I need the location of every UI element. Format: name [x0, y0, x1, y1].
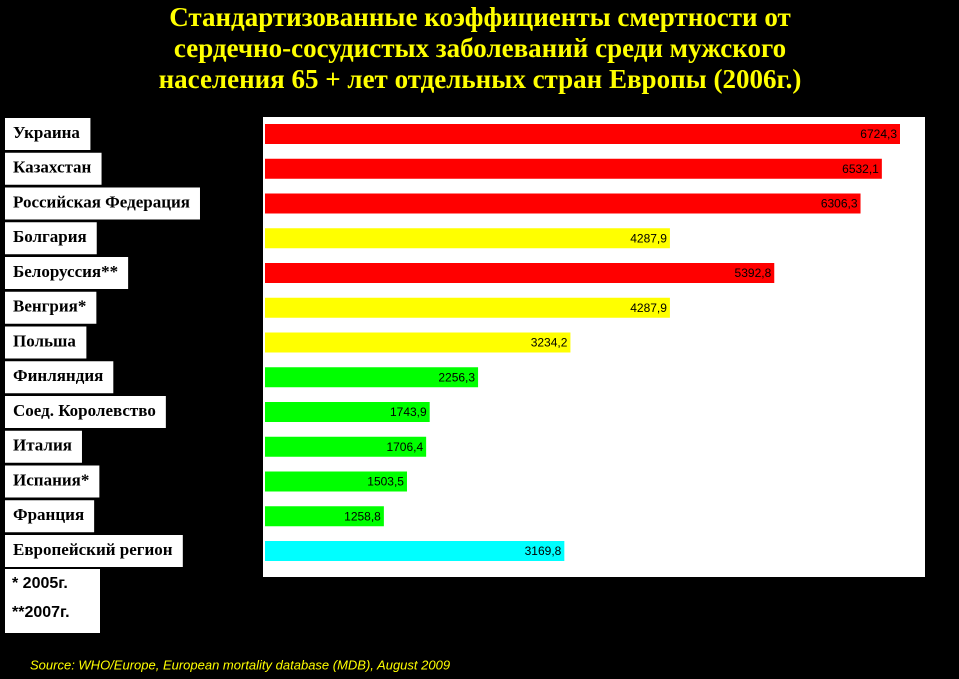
- bar: [265, 158, 882, 179]
- category-box: [5, 326, 87, 359]
- category-label: Венгрия*: [13, 297, 86, 316]
- value-label: 3169,8: [525, 544, 562, 558]
- category-box: [5, 222, 97, 255]
- bar: [265, 541, 565, 561]
- chart-title: сердечно-сосудистых заболеваний среди му…: [174, 33, 786, 63]
- category-label: Франция: [13, 505, 84, 524]
- value-label: 6532,1: [842, 162, 879, 176]
- value-label: 3234,2: [531, 336, 568, 350]
- category-label: Финляндия: [13, 366, 103, 385]
- footnote: * 2005г.: [12, 575, 68, 592]
- category-label: Белоруссия**: [13, 262, 118, 281]
- value-label: 4287,9: [630, 231, 667, 245]
- bar: [265, 471, 407, 492]
- category-box: [5, 187, 200, 220]
- bar: [265, 506, 384, 527]
- category-box: [5, 118, 91, 150]
- chart-title: населения 65 + лет отдельных стран Европ…: [159, 64, 802, 94]
- category-box: [5, 291, 97, 324]
- category-box: [5, 361, 114, 394]
- bar: [265, 193, 861, 214]
- bar: [265, 297, 670, 318]
- footnote: **2007г.: [12, 604, 70, 621]
- category-box: [5, 465, 100, 498]
- category-box: [5, 257, 129, 289]
- value-label: 1258,8: [344, 509, 381, 523]
- bar: [265, 124, 900, 144]
- category-box: [5, 396, 166, 428]
- category-label: Российская Федерация: [13, 192, 190, 211]
- value-label: 6724,3: [860, 127, 897, 141]
- value-label: 1706,4: [386, 440, 423, 454]
- value-label: 1503,5: [367, 475, 404, 489]
- category-label: Болгария: [13, 227, 87, 246]
- footnote-box: [5, 569, 100, 633]
- category-box: [5, 535, 183, 567]
- category-box: [5, 430, 82, 463]
- chart-title: Стандартизованные коэффициенты смертност…: [169, 2, 790, 32]
- bar: [265, 228, 670, 249]
- value-label: 2256,3: [438, 370, 475, 384]
- bar: [265, 402, 430, 422]
- category-box: [5, 500, 95, 533]
- value-label: 6306,3: [821, 197, 858, 211]
- source: Source: WHO/Europe, European mortality d…: [30, 657, 450, 672]
- value-label: 4287,9: [630, 301, 667, 315]
- category-label: Украина: [13, 123, 80, 142]
- category-label: Казахстан: [13, 158, 92, 177]
- bar: [265, 436, 427, 457]
- category-box: [5, 152, 102, 185]
- category-label: Польша: [13, 331, 76, 350]
- category-label: Европейский регион: [13, 540, 173, 559]
- category-label: Соед. Королевство: [13, 401, 156, 420]
- value-label: 1743,9: [390, 405, 427, 419]
- bar: [265, 332, 571, 353]
- category-label: Испания*: [13, 470, 89, 489]
- category-label: Италия: [13, 436, 72, 455]
- bar: [265, 263, 775, 283]
- value-label: 5392,8: [735, 266, 772, 280]
- bar: [265, 367, 479, 388]
